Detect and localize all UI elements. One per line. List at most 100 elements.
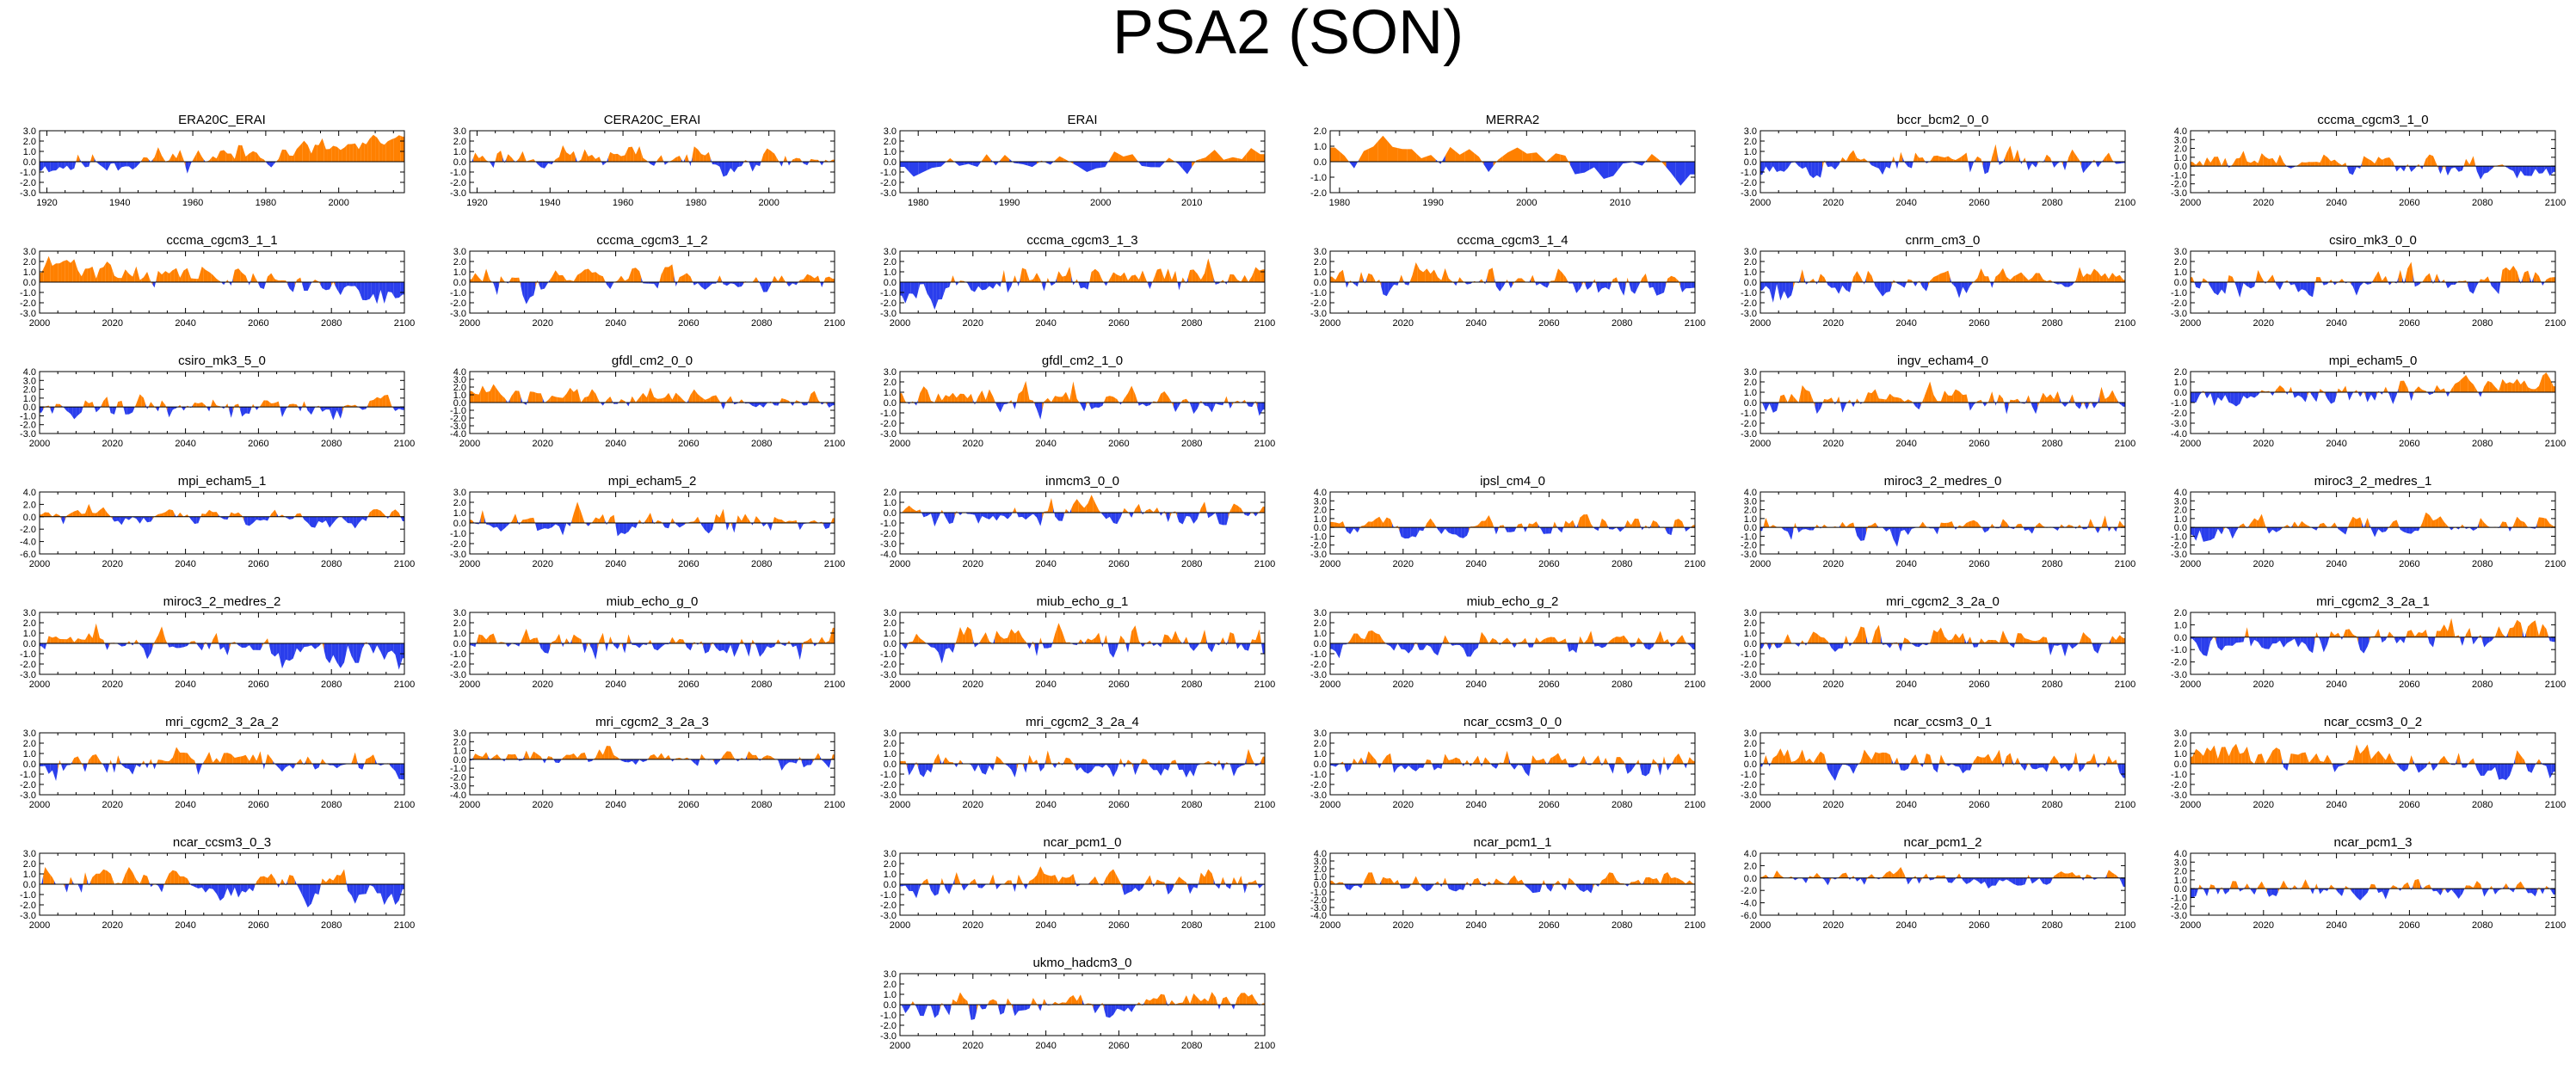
panel-title: mri_cgcm2_3_2a_0 — [1886, 594, 2000, 609]
positive-area — [2241, 151, 2245, 166]
negative-area — [1513, 527, 1516, 532]
positive-area — [747, 517, 750, 523]
negative-area — [1421, 643, 1425, 650]
negative-area — [1633, 642, 1636, 647]
x-tick-label: 2060 — [1969, 680, 1989, 690]
negative-area — [2256, 637, 2259, 645]
positive-area — [1156, 269, 1159, 282]
negative-area — [1840, 642, 1844, 648]
positive-area — [277, 154, 280, 162]
negative-area — [152, 280, 156, 288]
negative-area — [2450, 282, 2453, 286]
x-tick-label: 2060 — [2399, 318, 2419, 329]
positive-area — [594, 157, 597, 162]
positive-area — [582, 397, 586, 403]
positive-area — [2249, 520, 2252, 527]
negative-area — [991, 282, 995, 289]
negative-area — [61, 517, 65, 525]
positive-area — [813, 277, 817, 282]
negative-area — [1046, 161, 1056, 165]
positive-area — [2435, 274, 2438, 282]
positive-area — [1476, 523, 1480, 527]
y-tick-label: 2.0 — [23, 618, 36, 629]
positive-area — [2453, 383, 2456, 392]
negative-area — [1195, 513, 1199, 521]
negative-area — [335, 407, 338, 415]
positive-area — [90, 402, 94, 407]
negative-area — [2023, 400, 2026, 404]
panel-svg: miroc3_2_medres_04.03.02.01.00.0-1.0-2.0… — [1726, 468, 2156, 588]
positive-area — [1589, 630, 1593, 643]
negative-area — [2012, 641, 2016, 649]
negative-area — [113, 517, 116, 522]
negative-area — [2052, 643, 2055, 650]
positive-area — [1457, 277, 1461, 282]
positive-area — [2337, 161, 2340, 166]
positive-area — [76, 510, 79, 517]
negative-area — [2530, 277, 2533, 283]
y-tick-label: -2.0 — [880, 660, 897, 670]
negative-area — [769, 523, 773, 531]
negative-area — [149, 643, 152, 656]
negative-area — [1888, 643, 1891, 649]
panel-title: mpi_echam5_1 — [178, 474, 267, 489]
x-tick-label: 2100 — [1254, 680, 1275, 690]
negative-area — [131, 162, 134, 169]
positive-area — [175, 747, 178, 764]
positive-area — [215, 403, 219, 407]
negative-area — [1261, 403, 1265, 413]
positive-area — [608, 516, 612, 523]
positive-area — [175, 154, 178, 162]
positive-area — [1035, 273, 1038, 282]
positive-area — [1625, 520, 1629, 527]
positive-area — [273, 276, 276, 282]
y-tick-label: 3.0 — [1744, 367, 1757, 378]
positive-area — [2537, 274, 2541, 282]
negative-area — [1936, 527, 1939, 534]
positive-area — [1561, 155, 1570, 165]
panel-svg: mri_cgcm2_3_2a_12.01.00.0-1.0-2.0-3.0200… — [2156, 588, 2576, 709]
negative-area — [1925, 282, 1928, 292]
positive-area — [1975, 274, 1979, 282]
positive-area — [1027, 390, 1031, 403]
positive-area — [2034, 641, 2037, 643]
negative-area — [2067, 282, 2070, 287]
negative-area — [61, 764, 65, 771]
negative-area — [2060, 397, 2063, 405]
y-tick-label: 2.0 — [453, 257, 466, 268]
negative-area — [2052, 162, 2055, 168]
negative-area — [703, 523, 706, 532]
negative-area — [43, 764, 46, 770]
positive-area — [2435, 160, 2438, 169]
positive-area — [2212, 157, 2215, 166]
positive-area — [670, 637, 674, 643]
negative-area — [401, 407, 404, 409]
positive-area — [1551, 153, 1561, 162]
negative-area — [1884, 282, 1888, 294]
negative-area — [372, 643, 375, 654]
positive-area — [2191, 162, 2194, 166]
y-tick-label: 3.0 — [1744, 126, 1757, 137]
y-tick-label: 1.0 — [884, 388, 897, 398]
positive-area — [1553, 522, 1556, 528]
negative-area — [927, 162, 937, 170]
x-tick-label: 2000 — [2180, 559, 2201, 569]
positive-area — [306, 143, 310, 162]
positive-area — [1050, 399, 1053, 403]
negative-area — [1998, 155, 2001, 165]
positive-area — [1455, 151, 1464, 162]
negative-area — [2096, 162, 2099, 167]
positive-area — [568, 153, 571, 162]
positive-area — [601, 275, 605, 282]
negative-area — [2300, 282, 2303, 291]
positive-area — [1236, 505, 1239, 513]
panel-svg: miroc3_2_medres_14.03.02.01.00.0-1.0-2.0… — [2156, 468, 2576, 588]
positive-area — [2486, 381, 2489, 392]
y-tick-label: 2.0 — [453, 137, 466, 147]
negative-area — [1002, 513, 1006, 518]
negative-area — [138, 764, 141, 767]
positive-area — [1644, 274, 1648, 282]
positive-area — [2431, 156, 2435, 167]
